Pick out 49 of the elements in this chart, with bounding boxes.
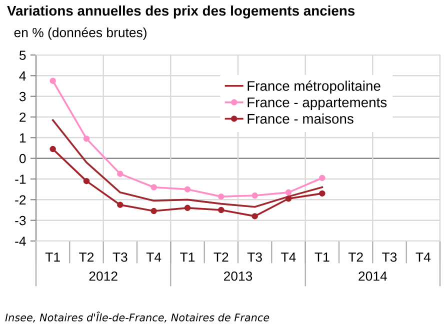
y-tick-label: 1 [20, 133, 26, 142]
x-tick-label: T1 [314, 252, 330, 262]
y-tick-label: -1 [15, 174, 26, 184]
chart-title: Variations annuelles des prix des logements anciens [7, 5, 355, 19]
point [184, 186, 191, 192]
point [83, 136, 90, 142]
x-tick-label: T3 [112, 252, 128, 262]
y-tick-label: -4 [15, 236, 26, 246]
legend-label: France - maisons [248, 114, 354, 124]
point [150, 184, 157, 190]
point [50, 78, 56, 84]
x-tick-label: T3 [247, 252, 262, 262]
x-tick-label: T1 [180, 252, 195, 262]
point [150, 208, 157, 214]
point [319, 174, 326, 182]
y-tick-label: 0 [19, 154, 26, 164]
text: 2013 [224, 271, 252, 281]
point [117, 202, 124, 208]
x-tick-label: T4 [416, 252, 430, 262]
x-tick-label: T3 [382, 252, 397, 262]
y-tick-label: 5 [19, 50, 26, 60]
legend-label: France métropolitaine [248, 80, 380, 94]
text: Insee, Notaires d'Île-de-France, Notaires de France [5, 312, 270, 322]
x-tick-label: T2 [79, 252, 94, 262]
y-tick-label: 2 [20, 112, 26, 122]
point [218, 193, 224, 200]
point [184, 204, 191, 212]
y-tick-label: 4 [19, 71, 26, 80]
point [285, 189, 292, 196]
x-tick-label: T4 [281, 252, 296, 262]
y-tick-label: 3 [19, 92, 26, 102]
x-tick-label: T1 [45, 252, 60, 262]
y-tick-label: -3 [15, 216, 26, 226]
text: 2014 [358, 271, 387, 281]
x-tick-label: T2 [348, 252, 363, 262]
y-axis-title: en % (données brutes) [14, 27, 146, 40]
legend-label: France - appartements [248, 98, 387, 110]
point [117, 170, 124, 177]
point [83, 178, 90, 184]
text: 2012 [89, 271, 118, 281]
x-tick-label: T4 [146, 252, 162, 262]
point [252, 192, 258, 199]
point [285, 196, 292, 202]
point [218, 206, 224, 214]
x-tick-label: T2 [214, 252, 228, 262]
point [252, 213, 258, 220]
point [50, 146, 56, 152]
point [319, 190, 326, 197]
y-tick-label: -2 [15, 195, 26, 204]
